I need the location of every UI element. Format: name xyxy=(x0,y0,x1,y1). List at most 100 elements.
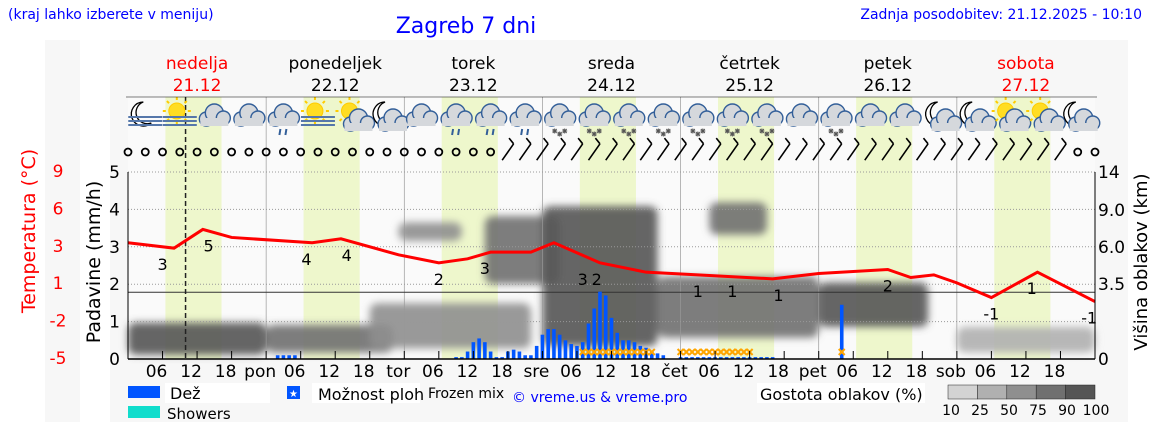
cloud-layer xyxy=(266,324,393,353)
barb-shaft xyxy=(967,143,981,161)
rain-bar xyxy=(471,342,476,359)
rain-bar xyxy=(540,334,545,359)
cloud-shape xyxy=(891,118,920,126)
wind-barb-icon xyxy=(725,137,739,161)
barb-flag xyxy=(922,137,929,145)
cloudy-snow-icon xyxy=(716,103,750,137)
rain-bar xyxy=(649,351,654,359)
cloud-shape xyxy=(269,118,298,126)
wind-barb-icon xyxy=(570,137,584,161)
moon-fog-icon xyxy=(128,101,163,127)
snow-mark xyxy=(631,128,637,134)
legend-rain-label: Dež xyxy=(170,384,201,403)
rain-bar xyxy=(293,355,297,359)
calm-wind-icon xyxy=(123,147,133,157)
calm-wind-icon xyxy=(1073,147,1083,157)
rain-bar xyxy=(626,340,631,359)
temperature-label: 5 xyxy=(203,236,213,255)
cloud-layer xyxy=(484,216,560,284)
x-tick-label: 12 xyxy=(457,362,479,382)
cloud-shape xyxy=(614,118,643,126)
frozen-mix-marker xyxy=(694,348,702,356)
wind-barb-icon xyxy=(674,137,687,161)
barb-shaft xyxy=(1002,143,1016,161)
temperature-label: 2 xyxy=(883,277,893,296)
cloud-layer xyxy=(956,326,1095,353)
rain-bar xyxy=(696,357,700,359)
density-swatch xyxy=(1035,384,1066,400)
wind-barb-icon xyxy=(933,137,946,161)
barb-shaft xyxy=(950,143,964,161)
frozen-mix-marker xyxy=(728,348,737,356)
x-tick-label: pet xyxy=(799,362,827,382)
wind-barb-icon xyxy=(743,137,757,161)
rain-bar xyxy=(523,355,527,359)
legend-showers-swatch xyxy=(128,406,160,418)
barb-shaft xyxy=(674,143,687,161)
cloud-shape xyxy=(545,118,574,126)
temperature-line xyxy=(127,227,1096,303)
cloud-shape xyxy=(1000,123,1029,131)
calm-wind-icon xyxy=(279,147,288,157)
x-tick-label: 06 xyxy=(146,362,168,382)
cloudy-drizzle-icon xyxy=(509,103,542,136)
barb-shaft xyxy=(915,143,929,161)
cloud-height-tick: 14 xyxy=(1098,163,1120,183)
day-name: sobota xyxy=(997,54,1055,74)
barb-flag xyxy=(1060,137,1067,145)
rain-bar xyxy=(701,357,706,359)
rain-bar xyxy=(546,329,550,359)
sun-ray xyxy=(338,100,343,104)
moon-cloud-icon xyxy=(959,101,997,132)
cloudy-drizzle-icon xyxy=(474,103,508,136)
cloud-layer xyxy=(369,303,531,349)
barb-flag xyxy=(784,137,791,145)
temp-tick: -5 xyxy=(50,349,67,369)
barb-shaft xyxy=(570,143,584,161)
wind-barb-icon xyxy=(985,137,998,161)
copyright-link[interactable]: © vreme.us & vreme.pro xyxy=(512,390,687,406)
x-tick-label: 12 xyxy=(318,362,340,382)
precip-tick: 1 xyxy=(109,313,120,333)
rain-bar xyxy=(742,357,746,359)
barb-flag xyxy=(594,137,601,145)
day-date: 27.12 xyxy=(1002,76,1051,96)
rain-bar xyxy=(534,345,539,359)
day-name: petek xyxy=(864,54,912,74)
day-date: 21.12 xyxy=(173,76,222,96)
sun-fog-icon xyxy=(162,97,197,126)
wind-barb-icon xyxy=(1019,137,1033,161)
rain-bar xyxy=(460,357,464,359)
rain-bar xyxy=(592,308,597,359)
frozen-mix-marker xyxy=(596,348,604,356)
barb-flag xyxy=(750,137,756,145)
rain-bar xyxy=(580,342,585,359)
density-level-label: 100 xyxy=(1083,403,1110,419)
cloud-shape xyxy=(442,118,471,126)
legend-showers-label: Showers xyxy=(167,405,231,423)
rain-bar xyxy=(465,351,470,359)
wind-barb-icon xyxy=(518,137,532,161)
wind-barb-icon xyxy=(760,137,774,161)
cloud-shape xyxy=(752,118,781,126)
barb-shaft xyxy=(777,143,791,161)
cloud-shape xyxy=(821,118,850,126)
day-date: 23.12 xyxy=(449,76,498,96)
barb-flag xyxy=(767,137,774,145)
x-tick-label: sre xyxy=(523,362,549,382)
rain-bar xyxy=(684,357,689,359)
legend-shower-chance-bg xyxy=(312,383,420,403)
day-date: 25.12 xyxy=(725,76,774,96)
frozen-mix-marker xyxy=(682,348,691,356)
cloudy-icon xyxy=(889,103,922,127)
temperature-label: 3 xyxy=(157,255,167,274)
temperature-label: 4 xyxy=(301,250,311,269)
barb-flag xyxy=(836,137,843,145)
snow-mark xyxy=(833,131,839,137)
cloud-layer xyxy=(818,282,929,327)
frozen-mix-marker xyxy=(688,348,696,356)
wind-barb-icon xyxy=(812,137,826,161)
sun-shape xyxy=(306,102,324,120)
wind-barb-icon xyxy=(536,137,549,161)
day-name: sreda xyxy=(588,54,635,74)
